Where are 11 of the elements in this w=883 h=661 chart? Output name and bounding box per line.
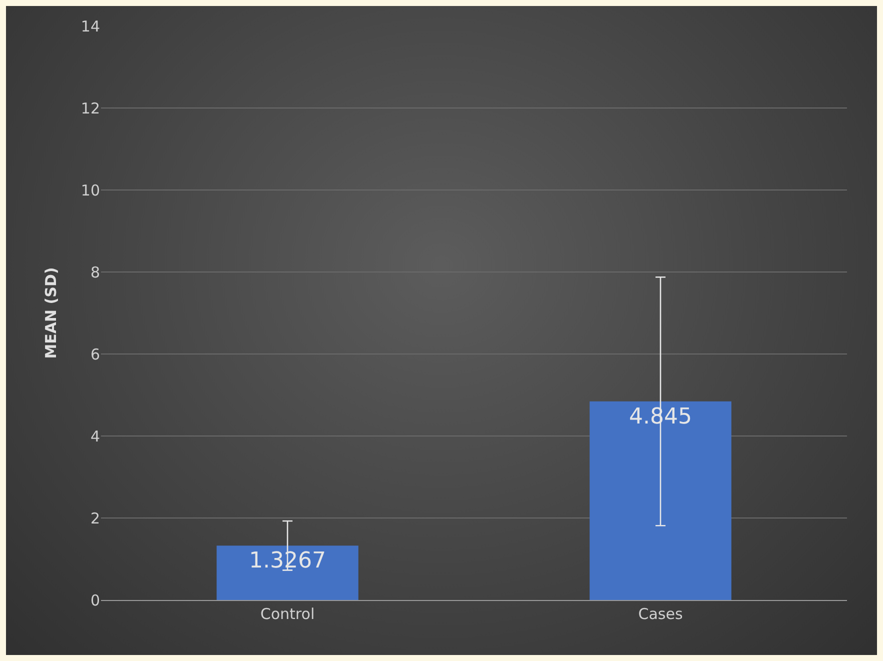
- y-tick-label: 10: [80, 181, 100, 200]
- y-tick-label: 4: [90, 427, 100, 446]
- y-tick-label: 8: [90, 263, 100, 282]
- y-tick-label: 6: [90, 345, 100, 364]
- y-axis-title: MEAN (SD): [42, 267, 60, 359]
- y-tick-label: 14: [80, 17, 100, 36]
- x-tick-label: Control: [260, 605, 315, 623]
- y-tick-label: 2: [90, 509, 100, 528]
- y-tick-label: 12: [80, 99, 100, 118]
- y-tick-label: 0: [90, 591, 100, 610]
- x-tick-label: Cases: [638, 605, 683, 623]
